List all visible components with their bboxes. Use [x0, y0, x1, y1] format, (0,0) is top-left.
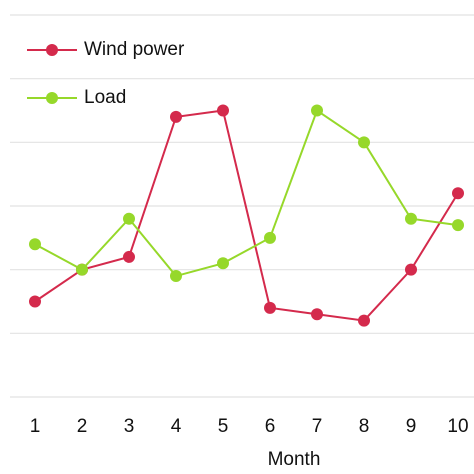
x-tick-label: 1	[30, 416, 41, 437]
x-tick-label: 5	[218, 416, 229, 437]
data-point	[311, 308, 323, 321]
data-point	[311, 104, 323, 117]
x-tick-label: 7	[312, 416, 323, 437]
data-point	[358, 314, 370, 327]
data-point	[405, 263, 417, 276]
x-tick-label: 10	[447, 416, 468, 437]
x-tick-label: 3	[124, 416, 135, 437]
x-tick-label: 4	[171, 416, 182, 437]
data-point	[29, 238, 41, 251]
data-point	[123, 212, 135, 225]
x-tick-label: 2	[77, 416, 88, 437]
data-point	[76, 263, 88, 276]
legend-label: Load	[84, 87, 126, 108]
x-tick-label: 8	[359, 416, 370, 437]
data-point	[170, 110, 182, 123]
x-axis-title: Month	[268, 449, 321, 470]
data-point	[452, 187, 464, 200]
data-point	[452, 219, 464, 232]
data-point	[264, 231, 276, 244]
x-tick-label: 6	[265, 416, 276, 437]
data-point	[217, 104, 229, 117]
legend-marker	[46, 44, 58, 56]
series-line	[34, 109, 459, 322]
series-line	[34, 108, 459, 278]
data-point	[217, 257, 229, 270]
legend-marker	[46, 92, 58, 104]
data-point	[405, 212, 417, 225]
data-point	[170, 270, 182, 283]
legend-label: Wind power	[84, 39, 185, 60]
x-tick-label: 9	[406, 416, 417, 437]
data-point	[123, 250, 135, 263]
data-point	[358, 136, 370, 149]
data-point	[264, 301, 276, 314]
data-point	[29, 295, 41, 308]
